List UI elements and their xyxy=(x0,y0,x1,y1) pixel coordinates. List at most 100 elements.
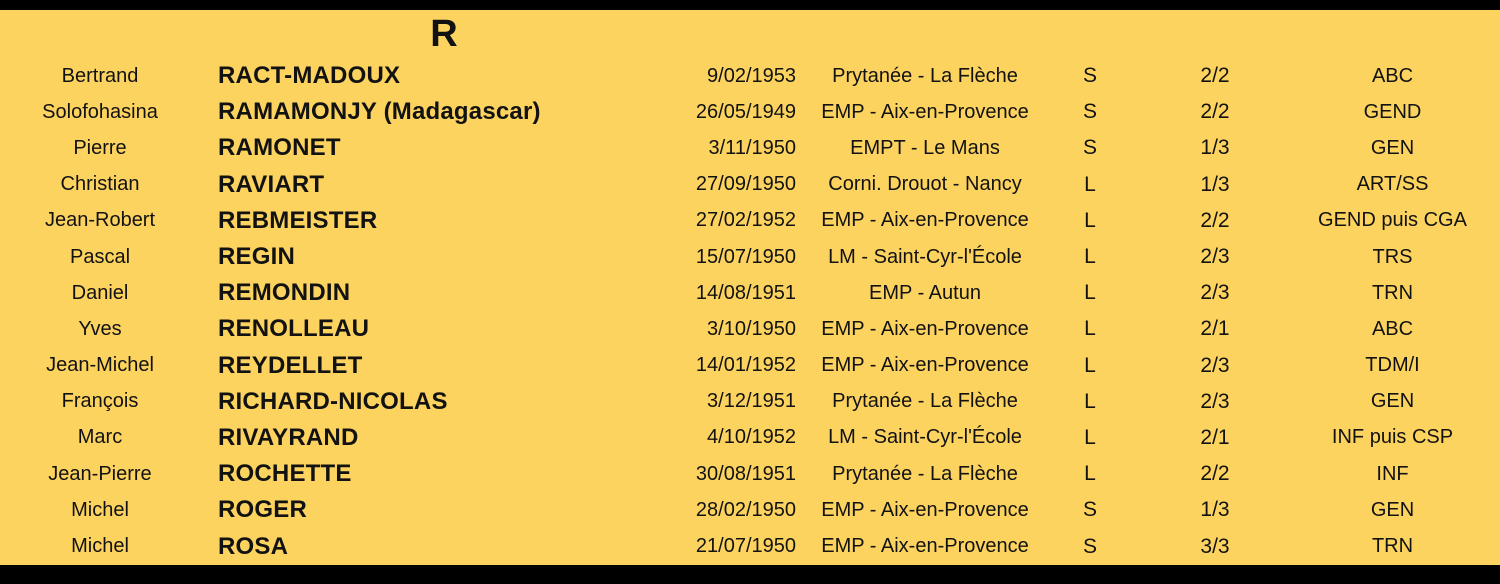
fraction-cell: 2/3 xyxy=(1200,281,1230,305)
school-cell: LM - Saint-Cyr-l'École xyxy=(828,426,1022,449)
letter-cell: L xyxy=(1084,353,1096,377)
school-cell: Prytanée - La Flèche xyxy=(832,462,1018,485)
fraction-cell: 2/2 xyxy=(1200,100,1230,124)
last-name-cell: RIVAYRAND xyxy=(218,423,359,451)
fraction-cell: 2/1 xyxy=(1200,317,1230,341)
table-row: François RICHARD-NICOLAS 3/12/1951 Pryta… xyxy=(0,384,1500,420)
first-name-cell: Yves xyxy=(78,317,122,340)
birth-date-cell: 15/07/1950 xyxy=(695,245,796,268)
branch-cell: GEND puis CGA xyxy=(1318,209,1467,232)
section-header-row: R xyxy=(0,10,1500,58)
letter-cell: S xyxy=(1082,136,1097,160)
fraction-cell: 2/2 xyxy=(1200,208,1230,232)
letter-cell: L xyxy=(1084,245,1096,269)
table-row: Jean-Robert REBMEISTER 27/02/1952 EMP - … xyxy=(0,203,1500,239)
letter-cell: S xyxy=(1082,498,1097,522)
branch-cell: TDM/I xyxy=(1365,354,1420,377)
letter-cell: S xyxy=(1082,64,1097,88)
branch-cell: ABC xyxy=(1371,317,1414,340)
first-name-cell: Pascal xyxy=(69,245,131,268)
letter-cell: L xyxy=(1084,425,1096,449)
top-black-bar xyxy=(0,0,1500,10)
branch-cell: GEND xyxy=(1363,100,1422,123)
fraction-cell: 2/2 xyxy=(1200,64,1230,88)
last-name-cell: RAMAMONJY (Madagascar) xyxy=(218,98,541,126)
first-name-cell: François xyxy=(61,390,139,413)
school-cell: EMP - Aix-en-Provence xyxy=(821,354,1029,377)
letter-cell: L xyxy=(1084,281,1096,305)
branch-cell: GEN xyxy=(1370,390,1415,413)
fraction-cell: 1/3 xyxy=(1200,172,1230,196)
birth-date-cell: 14/08/1951 xyxy=(695,281,796,304)
last-name-cell: REGIN xyxy=(218,243,296,271)
school-cell: EMP - Aix-en-Provence xyxy=(821,535,1029,558)
school-cell: Prytanée - La Flèche xyxy=(832,64,1018,87)
branch-cell: GEN xyxy=(1370,498,1415,521)
letter-cell: S xyxy=(1082,534,1097,558)
first-name-cell: Michel xyxy=(71,535,129,558)
fraction-cell: 1/3 xyxy=(1200,498,1230,522)
last-name-cell: RACT-MADOUX xyxy=(218,62,401,90)
birth-date-cell: 26/05/1949 xyxy=(695,100,796,123)
section-letter-heading: R xyxy=(430,13,458,55)
table-row: Marc RIVAYRAND 4/10/1952 LM - Saint-Cyr-… xyxy=(0,420,1500,456)
school-cell: EMP - Aix-en-Provence xyxy=(821,100,1029,123)
last-name-cell: RAVIART xyxy=(218,170,325,198)
last-name-cell: REBMEISTER xyxy=(218,206,378,234)
table-body: Bertrand RACT-MADOUX 9/02/1953 Prytanée … xyxy=(0,58,1500,565)
birth-date-cell: 27/02/1952 xyxy=(695,209,796,232)
branch-cell: TRN xyxy=(1371,281,1414,304)
table-row: Daniel REMONDIN 14/08/1951 EMP - Autun L… xyxy=(0,275,1500,311)
fraction-cell: 2/1 xyxy=(1200,425,1230,449)
birth-date-cell: 14/01/1952 xyxy=(695,354,796,377)
table-row: Christian RAVIART 27/09/1950 Corni. Drou… xyxy=(0,167,1500,203)
letter-cell: L xyxy=(1084,172,1096,196)
table-row: Michel ROGER 28/02/1950 EMP - Aix-en-Pro… xyxy=(0,492,1500,528)
letter-cell: L xyxy=(1084,208,1096,232)
letter-cell: L xyxy=(1084,389,1096,413)
table-row: Jean-Pierre ROCHETTE 30/08/1951 Prytanée… xyxy=(0,456,1500,492)
last-name-cell: ROCHETTE xyxy=(218,460,352,488)
table-row: Yves RENOLLEAU 3/10/1950 EMP - Aix-en-Pr… xyxy=(0,311,1500,347)
fraction-cell: 1/3 xyxy=(1200,136,1230,160)
letter-cell: L xyxy=(1084,462,1096,486)
branch-cell: TRS xyxy=(1372,245,1413,268)
birth-date-cell: 30/08/1951 xyxy=(695,462,796,485)
table-row: Solofohasina RAMAMONJY (Madagascar) 26/0… xyxy=(0,94,1500,130)
school-cell: EMP - Aix-en-Provence xyxy=(821,498,1029,521)
first-name-cell: Christian xyxy=(60,173,140,196)
first-name-cell: Bertrand xyxy=(61,64,139,87)
first-name-cell: Jean-Pierre xyxy=(48,462,152,485)
birth-date-cell: 21/07/1950 xyxy=(695,535,796,558)
school-cell: Corni. Drouot - Nancy xyxy=(828,173,1022,196)
school-cell: EMP - Aix-en-Provence xyxy=(821,209,1029,232)
school-cell: Prytanée - La Flèche xyxy=(832,390,1018,413)
last-name-cell: ROGER xyxy=(218,496,308,524)
birth-date-cell: 3/12/1951 xyxy=(707,390,796,413)
last-name-cell: RENOLLEAU xyxy=(218,315,370,343)
fraction-cell: 2/3 xyxy=(1200,353,1230,377)
fraction-cell: 2/3 xyxy=(1200,389,1230,413)
birth-date-cell: 4/10/1952 xyxy=(707,426,796,449)
birth-date-cell: 3/11/1950 xyxy=(708,136,797,159)
branch-cell: INF xyxy=(1376,462,1409,485)
first-name-cell: Marc xyxy=(77,426,123,449)
fraction-cell: 3/3 xyxy=(1200,534,1230,558)
table-row: Jean-Michel REYDELLET 14/01/1952 EMP - A… xyxy=(0,348,1500,384)
school-cell: EMPT - Le Mans xyxy=(850,136,1000,159)
school-cell: EMP - Aix-en-Provence xyxy=(821,317,1029,340)
last-name-cell: RAMONET xyxy=(218,134,341,162)
table-row: Pierre RAMONET 3/11/1950 EMPT - Le Mans … xyxy=(0,130,1500,166)
first-name-cell: Daniel xyxy=(71,281,129,304)
fraction-cell: 2/2 xyxy=(1200,462,1230,486)
last-name-cell: REMONDIN xyxy=(218,279,351,307)
first-name-cell: Michel xyxy=(71,498,129,521)
last-name-cell: ROSA xyxy=(218,532,289,560)
school-cell: EMP - Autun xyxy=(869,281,981,304)
branch-cell: ABC xyxy=(1371,64,1414,87)
birth-date-cell: 3/10/1950 xyxy=(707,317,796,340)
branch-cell: GEN xyxy=(1370,136,1415,159)
birth-date-cell: 28/02/1950 xyxy=(695,498,796,521)
branch-cell: ART/SS xyxy=(1356,173,1429,196)
branch-cell: INF puis CSP xyxy=(1331,426,1454,449)
